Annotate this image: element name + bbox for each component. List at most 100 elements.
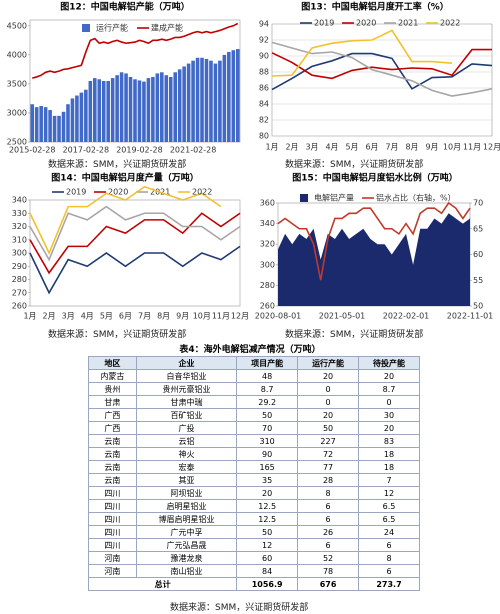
y-tick-label: 310 <box>12 235 27 244</box>
bar <box>39 105 43 142</box>
x-tick-label: 2021-05-01 <box>319 312 366 321</box>
source-note: 数据来源：SMM，兴证期货研发部 <box>48 330 187 340</box>
table-title: 表4：海外电解铝减产情况（万吨） <box>179 345 321 355</box>
bar <box>204 58 209 142</box>
table-cell: 博眉启明星铝业 <box>135 512 238 526</box>
charts: 图12：中国电解铝产能（万吨） 2500 3000 3500 4000 4500 2015-… <box>7 1 500 321</box>
table-cell: 百矿铝业 <box>135 408 238 422</box>
table-cell: 12 <box>236 538 299 552</box>
x-tick-label: 1月 <box>23 312 36 321</box>
y-tick-label: 360 <box>260 199 275 208</box>
bar <box>200 57 204 143</box>
legend-label: 2021 <box>398 19 418 28</box>
y-tick-label: 80 <box>259 132 269 141</box>
y-tick-label: 94 <box>259 20 269 29</box>
table-cell: 78 <box>297 564 360 578</box>
bar <box>52 115 57 142</box>
y-tick-label: 3500 <box>7 79 27 88</box>
bar <box>119 72 124 142</box>
x-tick-label: 2021-02-28 <box>170 146 217 155</box>
chart-title: 图14：中国电解铝月度产量（万吨） <box>51 172 199 184</box>
y2-tick-label: 65 <box>473 224 483 233</box>
x-tick-label: 6月 <box>119 312 132 321</box>
table-cell: 12.5 <box>236 499 299 513</box>
line <box>277 201 471 281</box>
x-tick-label: 3月 <box>305 143 318 152</box>
bar <box>133 79 137 142</box>
line <box>29 205 241 262</box>
table-row: 四川 阿坝铝业 20 8 12 <box>88 486 420 500</box>
table-cell: 26 <box>297 525 360 539</box>
line <box>271 52 493 91</box>
x-tick-label: 2022-02-01 <box>383 312 430 321</box>
plot-frame <box>271 23 493 137</box>
header-cell: 运行产能 <box>297 356 360 370</box>
x-tick-label: 11月 <box>463 143 481 152</box>
x-tick-label: 7月 <box>385 143 398 152</box>
x-tick-label: 2月 <box>285 143 298 152</box>
table-cell: 白音华铝业 <box>135 369 238 383</box>
x-tick-label: 8月 <box>405 143 418 152</box>
bar <box>79 92 84 142</box>
bar <box>97 79 102 142</box>
y-tick-label: 320 <box>260 240 275 249</box>
y-tick-label: 4000 <box>7 50 27 59</box>
bar <box>218 60 222 142</box>
y-tick-label: 92 <box>259 36 269 45</box>
x-tick-label: 10月 <box>193 312 211 321</box>
table-cell: 35 <box>236 473 299 487</box>
table-cell: 18 <box>358 460 420 474</box>
x-tick-label: 7月 <box>138 312 151 321</box>
bar <box>155 73 160 142</box>
table-cell: 7 <box>358 473 420 487</box>
table-cell: 70 <box>236 421 299 435</box>
table-cell: 8 <box>297 486 360 500</box>
bar <box>61 111 66 142</box>
table-row: 广西 百矿铝业 50 20 30 <box>88 408 420 422</box>
table-cell: 广西 <box>88 421 137 435</box>
header-cell: 企业 <box>135 356 238 370</box>
table-cell: 52 <box>297 551 360 565</box>
table-cell: 20 <box>297 408 360 422</box>
x-tick-label: 9月 <box>176 312 189 321</box>
table-cell: 20 <box>236 486 299 500</box>
bar <box>106 81 110 142</box>
y2-tick-label: 70 <box>473 199 483 208</box>
line <box>29 185 222 255</box>
table-cell: 豫港龙泉 <box>135 551 238 565</box>
bar <box>209 60 213 142</box>
x-tick-label: 2022-11-01 <box>447 312 494 321</box>
table-cell: 6 <box>358 538 420 552</box>
y-tick-label: 300 <box>12 249 27 258</box>
table-cell: 0 <box>297 395 360 409</box>
legend-label: 2019 <box>314 19 334 28</box>
table-cell: 50 <box>236 408 299 422</box>
table-cell: 6 <box>297 499 360 513</box>
bar <box>101 81 106 142</box>
line <box>29 245 241 295</box>
legend-label: 2020 <box>356 19 376 28</box>
table-cell: 6.5 <box>358 499 420 513</box>
bar <box>70 98 75 142</box>
source-note: 数据来源：SMM，兴证期货研发部 <box>285 160 424 170</box>
y-tick-label: 260 <box>260 302 275 311</box>
table-cell: 四川 <box>88 499 137 513</box>
source-note: 数据来源：SMM，兴证期货研发部 <box>48 160 187 170</box>
y-tick-label: 300 <box>260 260 275 269</box>
legend-label: 2020 <box>108 188 128 197</box>
table-row: 河南 南山铝业 84 78 6 <box>88 564 420 578</box>
table-cell: 河南 <box>88 551 137 565</box>
table-cell: 四川 <box>88 538 137 552</box>
bar <box>142 81 146 142</box>
bar <box>30 104 35 142</box>
bar <box>227 51 231 143</box>
table-cell: 四川 <box>88 512 137 526</box>
y-tick-label: 86 <box>259 84 269 93</box>
table-cell: 云南 <box>88 460 137 474</box>
table-cell: 广元中孚 <box>135 525 238 539</box>
table-row: 四川 广元中孚 50 26 24 <box>88 525 420 539</box>
table-cell: 24 <box>358 525 420 539</box>
table-cell: 贵州 <box>88 382 137 396</box>
table-cell: 77 <box>297 460 360 474</box>
table-cell: 启明星铝业 <box>135 499 238 513</box>
